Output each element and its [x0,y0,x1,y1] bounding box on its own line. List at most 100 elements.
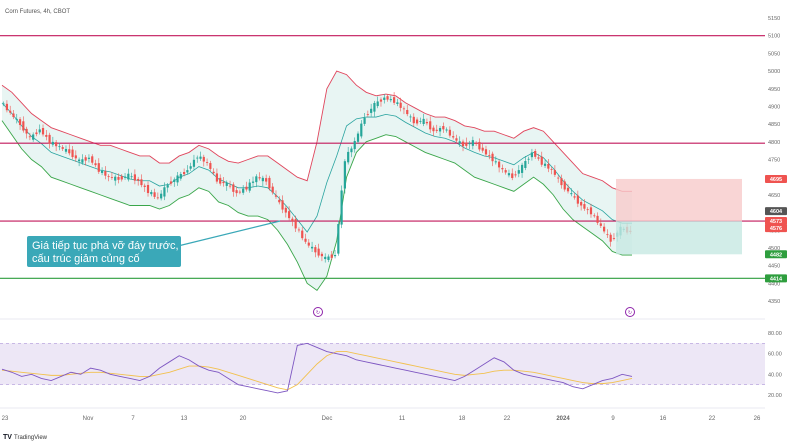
candle [366,110,369,117]
time-axis[interactable]: 23 Nov 7 13 20 Dec 11 18 22 2024 9 16 22 26 [2,416,761,422]
event-marker-icon: ↻ [316,310,320,316]
price-label-4576: 4576 [765,224,787,233]
candle [494,156,497,165]
time-tick-label: Nov [83,416,94,422]
candle [320,251,324,262]
candle [419,117,422,124]
candle [28,132,31,141]
candle [15,113,18,124]
candle [498,159,501,173]
candle [612,233,616,241]
candle [343,159,346,194]
candle [396,98,399,107]
candle [196,155,199,163]
candle [452,131,455,140]
candle [81,154,84,165]
candle [281,195,284,214]
candle [363,112,366,127]
price-tick-label: 4750 [768,158,780,164]
candle [51,136,54,147]
price-axis[interactable]: 5150510050505000495049004850480047504700… [768,16,780,305]
price-label-text: 4604 [770,209,783,215]
candle [107,174,110,182]
candle [458,136,461,148]
candle [580,199,583,211]
candle [448,126,451,138]
time-tick-label: 20 [240,416,247,422]
candle [120,174,123,182]
candle [274,190,278,199]
candle [530,148,534,161]
short-position-tool[interactable] [616,178,742,255]
candle [84,155,87,166]
candle [573,192,576,200]
price-label-text: 4573 [770,219,782,225]
candle [25,126,28,139]
price-tick-label: 5000 [768,69,780,75]
candle [409,114,412,122]
candle [455,134,458,143]
candle [432,125,435,137]
bollinger-lower-band [1,120,632,292]
candle [475,141,478,147]
candle [599,218,602,228]
candle [576,190,579,208]
candle [481,142,484,153]
candle [356,131,360,144]
candle [114,174,117,186]
candle [379,97,383,107]
candle [422,113,425,127]
candle [127,168,130,182]
stop-loss-zone[interactable] [616,178,742,222]
annotation-line-2: cấu trúc giảm củng cố [32,253,140,265]
candle [514,170,517,178]
candle [64,145,68,154]
price-tick-label: 4650 [768,193,780,199]
time-tick-label: 22 [709,416,716,422]
rsi-axis: 80.00 60.00 40.00 20.00 [768,331,782,399]
price-label-text: 4695 [770,177,782,183]
candle [2,101,5,107]
tradingview-logo-mark: TV [3,434,12,441]
candle [442,122,445,133]
candle [297,227,301,233]
time-tick-label: 11 [399,416,406,422]
time-tick-label: 9 [611,416,615,422]
candle [284,205,287,218]
candle [596,212,599,225]
candle [153,188,156,200]
tradingview-logo[interactable]: TV TradingView [3,434,48,441]
candle [265,174,268,186]
price-label-4604: 4604 [765,207,787,216]
price-label-4695: 4695 [765,174,787,183]
candle [586,207,589,215]
candle [557,175,560,183]
candle [327,254,330,263]
price-tick-label: 4500 [768,246,780,252]
candle [169,176,173,186]
candle [268,175,271,191]
price-tick-label: 5150 [768,16,780,22]
candle [511,168,514,181]
candle [258,172,261,181]
candle [360,120,363,139]
event-marker-report[interactable]: ↻ [625,307,635,317]
event-marker-dividend[interactable]: ↻ [313,307,323,317]
candle [91,154,94,165]
candle [150,189,153,197]
candle [534,148,537,159]
candle [507,169,511,178]
candle [38,124,41,135]
candle [248,179,251,193]
candle [245,181,248,192]
candle [461,139,465,152]
candle [402,106,406,115]
candle [609,232,612,247]
price-tick-label: 4900 [768,104,780,110]
candle [524,156,527,171]
candle [133,169,136,185]
annotation-pointer [177,220,281,247]
take-profit-zone[interactable] [616,221,742,255]
candle [314,244,317,258]
